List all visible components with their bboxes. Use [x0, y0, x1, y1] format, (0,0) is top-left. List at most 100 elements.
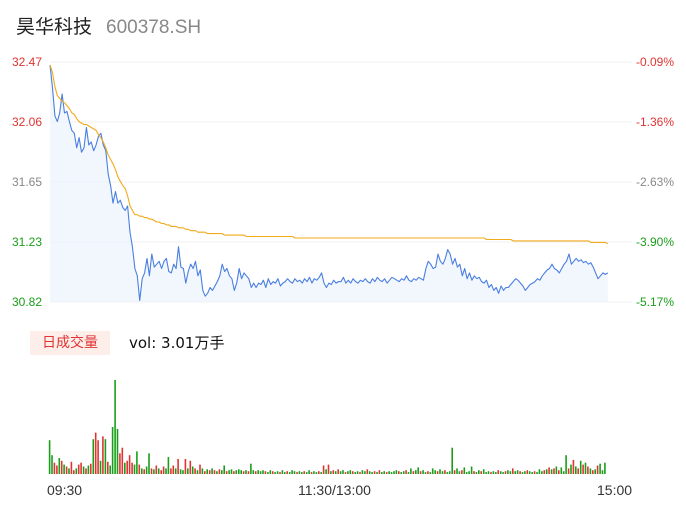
volume-bar — [301, 472, 303, 474]
time-tick-open: 09:30 — [47, 482, 83, 498]
volume-bar — [470, 466, 473, 474]
volume-bar — [293, 471, 296, 474]
volume-bar — [242, 471, 245, 474]
volume-bar — [468, 471, 470, 474]
volume-bar — [322, 465, 325, 474]
volume-bar — [230, 469, 233, 474]
stock-code: 600378.SH — [106, 17, 202, 38]
stock-name: 昊华科技 — [16, 16, 93, 38]
volume-bar — [599, 463, 601, 474]
volume-bar — [250, 463, 252, 474]
volume-bar — [305, 472, 308, 474]
volume-bar — [579, 460, 582, 474]
volume-bar — [177, 459, 179, 474]
volume-bar — [288, 472, 291, 474]
volume-bar — [196, 470, 199, 474]
volume-bar — [213, 470, 216, 474]
volume-summary: vol: 3.01万手 — [129, 334, 225, 352]
volume-bar — [507, 470, 509, 474]
stock-header: 昊华科技 600378.SH — [16, 12, 201, 40]
volume-bar — [473, 471, 475, 474]
volume-bar — [216, 471, 218, 474]
volume-bar — [402, 471, 405, 474]
volume-bar — [419, 471, 422, 474]
volume-bar — [589, 468, 592, 474]
volume-bar — [504, 471, 507, 474]
volume-bar — [189, 460, 192, 474]
volume-bar — [131, 462, 133, 474]
volume-bar — [577, 468, 579, 474]
volume-bar — [550, 469, 553, 474]
volume-bar — [238, 469, 240, 474]
volume-bar — [211, 468, 213, 474]
volume-bar — [259, 471, 262, 474]
pct-tick-label: -0.09% — [635, 55, 674, 69]
volume-bar — [344, 472, 347, 474]
volume-bar — [553, 468, 555, 474]
volume-bar — [208, 470, 211, 474]
volume-bar — [332, 470, 335, 474]
volume-bar — [235, 470, 238, 474]
volume-bar — [296, 472, 298, 474]
volume-bar — [334, 471, 337, 474]
volume-bar — [65, 466, 68, 474]
volume-bar — [254, 471, 257, 474]
volume-bar — [165, 468, 167, 474]
volume-bar — [398, 471, 400, 474]
volume-bar — [262, 470, 264, 474]
volume-bar — [116, 428, 119, 474]
volume-bar — [327, 464, 330, 474]
volume-bar — [495, 472, 497, 474]
volume-bar — [497, 470, 499, 474]
volume-bar — [201, 468, 204, 474]
volume-bar — [465, 472, 468, 474]
volume-bar — [528, 471, 531, 474]
volume-bar — [388, 471, 390, 474]
volume-bar — [400, 472, 402, 474]
volume-bar — [441, 471, 444, 474]
volume-bar — [407, 472, 410, 474]
volume-bar — [104, 439, 107, 474]
volume-bar — [482, 469, 485, 474]
volume-bar — [325, 469, 327, 474]
volume-bar — [385, 472, 388, 474]
volume-bar — [252, 470, 255, 474]
volume-bar — [157, 468, 160, 474]
volume-bar — [75, 468, 78, 474]
volume-bar — [279, 472, 281, 474]
volume-bar — [303, 471, 305, 474]
volume-bar — [587, 466, 589, 474]
volume-bar — [179, 469, 182, 474]
volume-bar — [225, 471, 228, 474]
volume-bar — [572, 459, 575, 474]
volume-bar — [240, 470, 242, 474]
volume-bar — [359, 472, 361, 474]
time-tick-midday: 11:30/13:00 — [298, 482, 371, 498]
pct-tick-label: -2.63% — [635, 175, 674, 189]
volume-bar — [276, 471, 279, 474]
time-tick-close: 15:00 — [597, 482, 633, 498]
volume-bar — [148, 453, 150, 474]
volume-bar — [53, 462, 56, 474]
volume-bar — [448, 471, 451, 474]
volume-bar — [150, 468, 153, 474]
volume-bar — [475, 472, 478, 474]
volume-bar — [512, 468, 514, 474]
volume-bar — [361, 470, 364, 474]
volume-bar — [199, 464, 201, 474]
volume-bar — [245, 470, 247, 474]
volume-bar — [48, 440, 51, 474]
price-area — [50, 64, 608, 303]
volume-bar — [356, 471, 359, 474]
volume-bar — [424, 472, 427, 474]
volume-bar — [524, 471, 526, 474]
volume-bar — [233, 471, 235, 474]
volume-bar — [567, 468, 570, 474]
volume-bar — [284, 472, 286, 474]
volume-bar — [378, 470, 381, 474]
volume-bar — [145, 466, 148, 474]
volume-bar — [73, 470, 75, 474]
volume-bar — [533, 471, 536, 474]
volume-bar — [538, 469, 541, 474]
